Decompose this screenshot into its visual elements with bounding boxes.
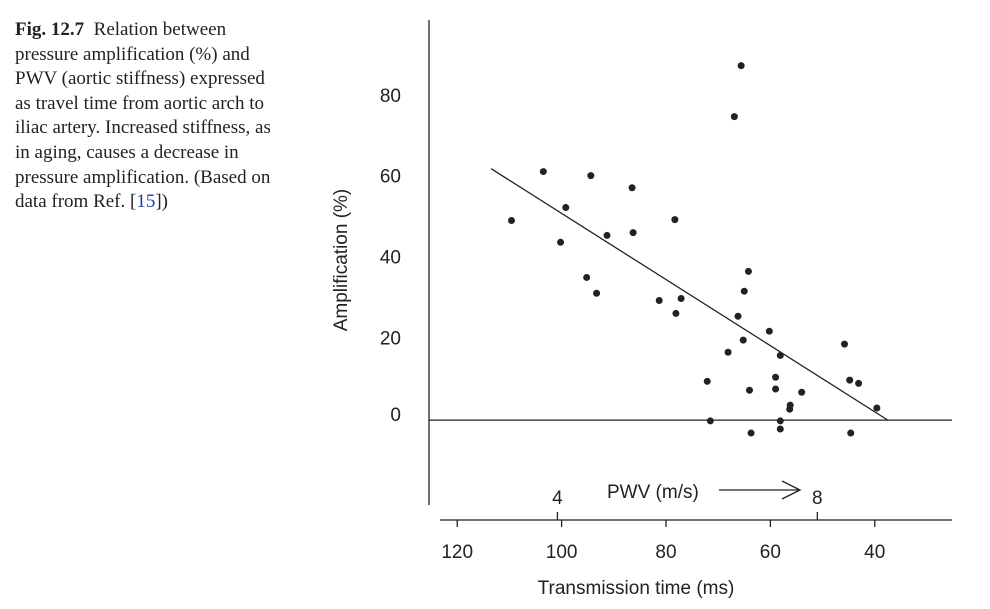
point xyxy=(740,287,748,295)
point xyxy=(847,429,855,437)
regression-line xyxy=(490,168,889,421)
x-tick-label: 100 xyxy=(546,542,578,563)
point xyxy=(737,62,745,70)
point xyxy=(508,216,516,224)
point xyxy=(776,351,784,359)
point xyxy=(840,340,848,348)
point xyxy=(603,231,611,239)
point xyxy=(583,273,591,281)
point xyxy=(798,388,806,396)
point xyxy=(703,377,711,385)
point xyxy=(747,429,755,437)
y-tick-label: 60 xyxy=(380,167,401,188)
point xyxy=(628,184,636,192)
point xyxy=(744,267,752,275)
caption-text: Relation between pressure amplification … xyxy=(15,19,271,213)
point xyxy=(745,386,753,394)
caption-text-end: ]) xyxy=(155,191,168,213)
pwv-label: PWV (m/s) xyxy=(607,482,699,503)
point xyxy=(734,312,742,320)
pwv-tick-label: 8 xyxy=(812,488,823,509)
point xyxy=(587,172,595,180)
y-tick-label: 0 xyxy=(390,405,401,426)
point xyxy=(765,327,773,335)
point xyxy=(730,113,738,121)
point xyxy=(677,294,685,302)
y-axis-label: Amplification (%) xyxy=(331,189,352,332)
point xyxy=(562,204,570,212)
point xyxy=(846,376,854,384)
point xyxy=(855,379,863,387)
point xyxy=(706,417,714,425)
x-tick-label: 120 xyxy=(441,542,473,563)
caption-reference[interactable]: 15 xyxy=(136,191,156,213)
y-tick-label: 20 xyxy=(380,328,401,349)
pwv-arrow xyxy=(719,480,802,500)
y-tick-label: 80 xyxy=(380,86,401,107)
x-tick-label: 80 xyxy=(655,542,676,563)
point xyxy=(786,405,794,413)
x-axis-label: Transmission time (ms) xyxy=(538,578,735,599)
caption-label: Fig. 12.7 xyxy=(15,19,85,40)
point xyxy=(629,229,637,237)
point xyxy=(593,289,601,297)
point xyxy=(724,348,732,356)
point xyxy=(539,168,547,176)
point xyxy=(655,296,663,304)
pwv-tick-label: 4 xyxy=(552,488,563,509)
point xyxy=(772,373,780,381)
point xyxy=(671,216,679,224)
figure-caption: Fig. 12.7 Relation between pressure ampl… xyxy=(15,18,277,215)
point xyxy=(873,404,881,412)
point xyxy=(739,336,747,344)
y-tick-label: 40 xyxy=(380,247,401,268)
x-tick-label: 40 xyxy=(864,542,885,563)
point xyxy=(772,385,780,393)
point xyxy=(672,309,680,317)
point xyxy=(776,425,784,433)
point xyxy=(776,417,784,425)
x-tick-label: 60 xyxy=(760,542,781,563)
point xyxy=(557,238,565,246)
